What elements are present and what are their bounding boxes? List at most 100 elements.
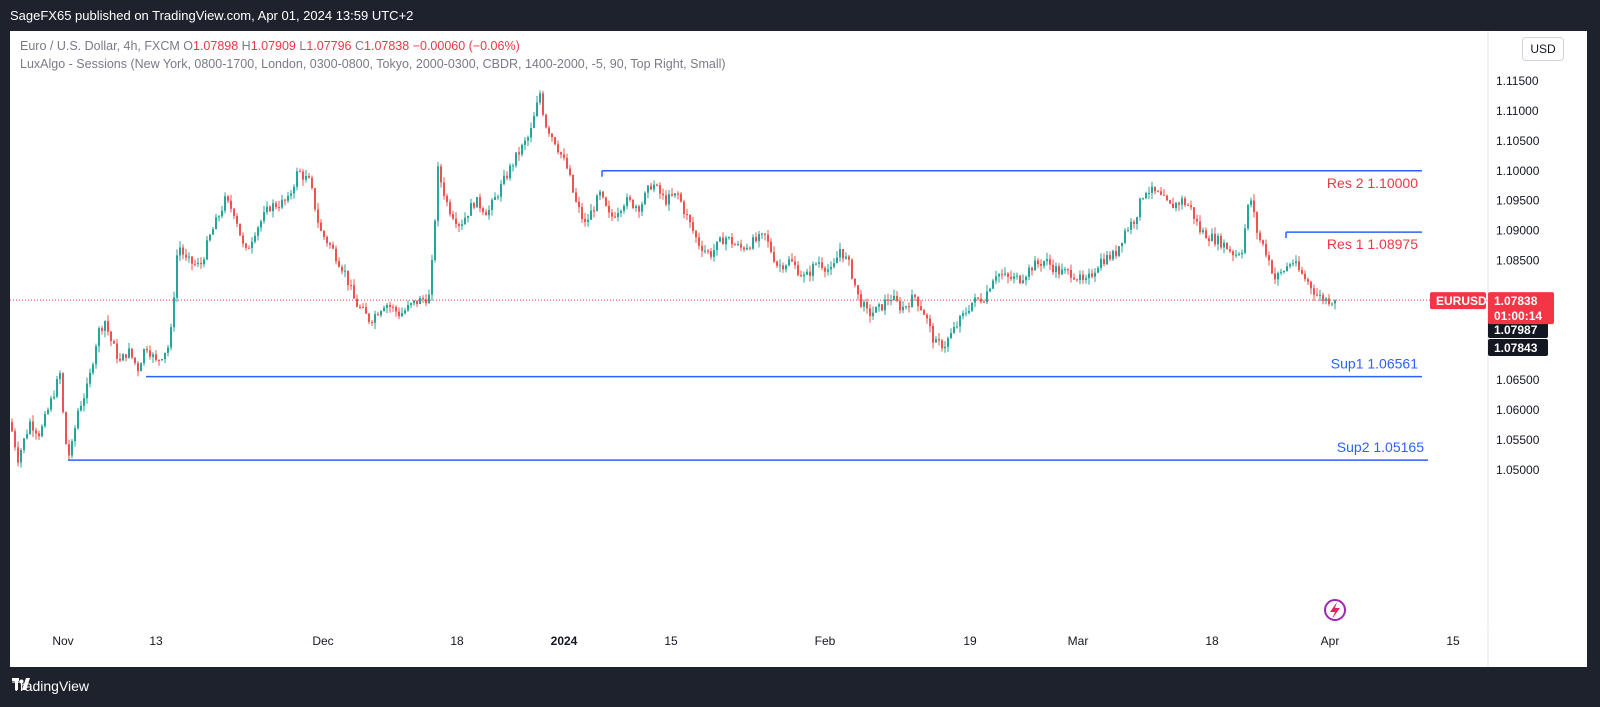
candle-body — [143, 348, 145, 364]
candle-body — [1232, 251, 1234, 256]
candle-body — [512, 165, 514, 167]
candle-body — [578, 201, 580, 208]
candle-body — [902, 306, 904, 311]
candle-body — [1220, 235, 1222, 248]
time-tick-label: 13 — [149, 634, 163, 648]
candle-body — [929, 318, 931, 327]
candle-body — [1040, 263, 1042, 266]
candle-body — [719, 237, 721, 242]
candle-body — [287, 195, 289, 201]
candle-body — [1010, 276, 1012, 279]
candle-body — [821, 262, 823, 268]
candle-body — [17, 447, 19, 463]
candle-body — [587, 219, 589, 222]
candle-body — [314, 188, 316, 210]
candle-body — [623, 205, 625, 211]
candle-body — [680, 193, 682, 202]
candle-body — [47, 409, 49, 414]
candle-body — [1124, 230, 1126, 243]
candle-body — [341, 266, 343, 272]
candle-body — [893, 295, 895, 301]
candle-body — [212, 229, 214, 235]
candle-body — [641, 204, 643, 212]
chart-area[interactable]: 1.11500 1.11000 1.10500 1.10000 1.09500 1.090… — [10, 31, 1587, 667]
candle-body — [1091, 273, 1093, 277]
candle-body — [713, 250, 715, 257]
candle-body — [575, 192, 577, 202]
candle-body — [1004, 273, 1006, 275]
candle-body — [353, 285, 355, 299]
candle-body — [239, 223, 241, 236]
lightning-icon[interactable] — [1324, 599, 1346, 621]
price-chart[interactable]: 1.11500 1.11000 1.10500 1.10000 1.09500 1.090… — [10, 31, 1587, 667]
candle-body — [911, 294, 913, 308]
candle-body — [161, 359, 163, 361]
candle-body — [104, 321, 106, 331]
candle-body — [413, 300, 415, 304]
candle-body — [938, 339, 940, 341]
candle-body — [179, 247, 181, 256]
candle-body — [68, 444, 70, 456]
symbol-tag-text: EURUSD — [1436, 294, 1487, 308]
candle-body — [872, 312, 874, 317]
candle-body — [86, 383, 88, 399]
candle-body — [401, 313, 403, 317]
tradingview-logo-icon — [12, 678, 30, 690]
header-bar: SageFX65 published on TradingView.com, A… — [0, 0, 1600, 30]
candle-body — [431, 260, 433, 295]
candle-body — [557, 144, 559, 153]
candle-body — [473, 203, 475, 208]
candle-body — [134, 357, 136, 364]
candle-body — [20, 450, 22, 463]
time-tick-label: 15 — [664, 634, 678, 648]
candle-body — [1256, 212, 1258, 233]
candle-body — [1217, 235, 1219, 245]
candle-body — [59, 373, 61, 380]
candle-body — [617, 213, 619, 218]
candle-body — [722, 237, 724, 245]
symbol-tag-bg — [1430, 292, 1486, 310]
candle-body — [1325, 298, 1327, 301]
indicator-legend[interactable]: LuxAlgo - Sessions (New York, 0800-1700,… — [20, 57, 726, 71]
candle-body — [842, 249, 844, 259]
candle-body — [206, 240, 208, 260]
candle-body — [1334, 300, 1336, 304]
candle-body — [218, 216, 220, 218]
candle-body — [1079, 274, 1081, 281]
candle-body — [44, 413, 46, 427]
time-tick-label: Feb — [815, 634, 836, 648]
candle-body — [299, 171, 301, 173]
candle-body — [308, 176, 310, 178]
price-tick-label: 1.05000 — [1496, 463, 1540, 477]
candle-body — [554, 137, 556, 145]
candle-body — [122, 354, 124, 361]
price-tick-label: 1.09000 — [1496, 224, 1540, 238]
candle-body — [95, 346, 97, 365]
candle-body — [563, 154, 565, 158]
candle-body — [569, 168, 571, 175]
candle-body — [464, 217, 466, 225]
candle-body — [1154, 186, 1156, 192]
candle-body — [581, 207, 583, 220]
candle-body — [359, 306, 361, 308]
candle-body — [233, 208, 235, 216]
candle-body — [29, 421, 31, 434]
candle-body — [1064, 269, 1066, 271]
candle-body — [131, 348, 133, 358]
close-price-tag-bg — [1488, 339, 1548, 356]
candle-body — [1205, 230, 1207, 239]
candle-body — [812, 263, 814, 276]
candle-body — [1268, 255, 1270, 261]
tradingview-brand[interactable]: TradingView — [12, 678, 90, 694]
candle-body — [56, 379, 58, 397]
candle-body — [542, 93, 544, 115]
candle-body — [455, 218, 457, 224]
price-tick-label: 1.08500 — [1496, 254, 1540, 268]
candle-body — [614, 216, 616, 218]
currency-button[interactable]: USD — [1522, 37, 1564, 61]
candle-body — [560, 152, 562, 155]
candle-body — [584, 219, 586, 222]
candle-body — [1100, 258, 1102, 268]
candle-body — [986, 291, 988, 303]
candle-body — [734, 244, 736, 246]
